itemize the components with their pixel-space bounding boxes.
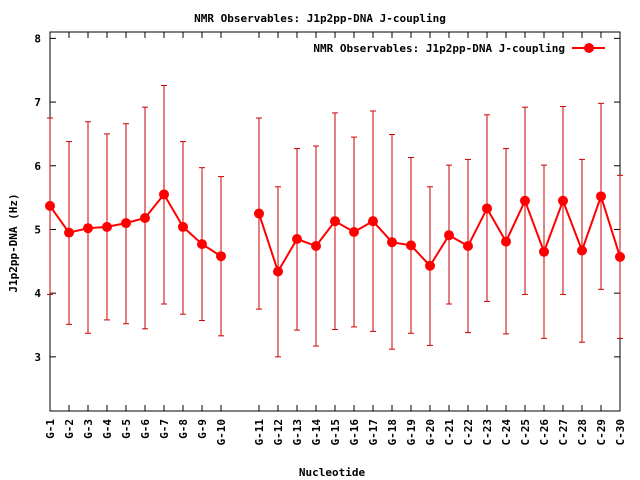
x-tick-label: C-29 <box>595 419 608 446</box>
x-tick-label: G-12 <box>272 419 285 446</box>
data-point <box>197 239 207 250</box>
x-tick-label: G-10 <box>215 419 228 446</box>
y-tick-label: 3 <box>34 351 41 364</box>
series-line <box>258 193 621 274</box>
y-tick-label: 6 <box>34 160 41 173</box>
data-point <box>64 227 74 238</box>
data-point <box>539 246 549 257</box>
data-point <box>596 191 606 202</box>
x-tick-label: G-13 <box>291 419 304 446</box>
x-axis-label: Nucleotide <box>299 466 366 479</box>
x-tick-label: G-11 <box>253 419 266 446</box>
data-point <box>387 237 397 248</box>
x-tick-label: G-8 <box>177 419 190 439</box>
y-tick-label: 4 <box>34 287 41 300</box>
chart-title: NMR Observables: J1p2pp-DNA J-coupling <box>194 12 446 25</box>
data-point <box>406 240 416 251</box>
x-tick-label: G-6 <box>139 419 152 439</box>
x-tick-label: C-24 <box>500 419 513 446</box>
x-axis-ticks: G-1 G-2 G-3 G-4 G-5 G-6 G-7 G-8 G-9 G-10 G-11 G-12 G… <box>44 32 627 446</box>
series-line <box>49 192 222 258</box>
data-point <box>140 212 150 223</box>
data-point <box>311 241 321 252</box>
x-tick-label: C-21 <box>443 419 456 446</box>
x-tick-label: G-4 <box>101 419 114 439</box>
legend-marker-sample <box>584 43 594 53</box>
y-axis-ticks: 3 4 5 6 7 8 <box>34 32 620 364</box>
data-point <box>159 189 169 200</box>
data-point <box>615 251 625 262</box>
x-tick-label: G-14 <box>310 419 323 446</box>
data-point <box>45 200 55 211</box>
x-tick-label: G-19 <box>405 419 418 446</box>
x-tick-label: C-22 <box>462 419 475 446</box>
data-point <box>216 251 226 262</box>
legend: NMR Observables: J1p2pp-DNA J-coupling <box>313 42 605 55</box>
y-tick-label: 7 <box>34 96 41 109</box>
series-lines <box>49 192 621 274</box>
x-tick-label: C-27 <box>557 419 570 446</box>
data-point <box>444 230 454 241</box>
y-tick-label: 5 <box>34 223 41 236</box>
data-point <box>254 208 264 219</box>
x-tick-label: G-16 <box>348 419 361 446</box>
y-axis-label: J1p2pp-DNA (Hz) <box>7 193 20 292</box>
x-tick-label: C-26 <box>538 419 551 446</box>
legend-label: NMR Observables: J1p2pp-DNA J-coupling <box>313 42 565 55</box>
x-tick-label: G-1 <box>44 419 57 439</box>
x-tick-label: C-28 <box>576 419 589 446</box>
x-tick-label: G-17 <box>367 419 380 446</box>
data-point <box>501 236 511 247</box>
data-point <box>558 195 568 206</box>
x-tick-label: G-2 <box>63 419 76 439</box>
data-point <box>330 216 340 227</box>
x-tick-label: G-15 <box>329 419 342 446</box>
data-point <box>102 221 112 232</box>
data-point <box>121 218 131 229</box>
data-point <box>273 266 283 277</box>
data-point <box>482 203 492 214</box>
data-point <box>425 260 435 271</box>
data-point <box>463 241 473 252</box>
data-point <box>178 221 188 232</box>
x-tick-label: G-3 <box>82 419 95 439</box>
x-tick-label: C-30 <box>614 419 627 446</box>
series-points <box>45 189 625 277</box>
x-tick-label: G-9 <box>196 419 209 439</box>
x-tick-label: C-25 <box>519 419 532 446</box>
x-tick-label: G-18 <box>386 419 399 446</box>
data-point <box>368 216 378 227</box>
data-point <box>520 195 530 206</box>
x-tick-label: G-20 <box>424 419 437 446</box>
x-tick-label: G-7 <box>158 419 171 439</box>
x-tick-label: C-23 <box>481 419 494 446</box>
y-tick-label: 8 <box>34 32 41 45</box>
data-point <box>349 227 359 238</box>
data-point <box>83 223 93 234</box>
data-point <box>577 245 587 256</box>
data-point <box>292 234 302 245</box>
x-tick-label: G-5 <box>120 419 133 439</box>
